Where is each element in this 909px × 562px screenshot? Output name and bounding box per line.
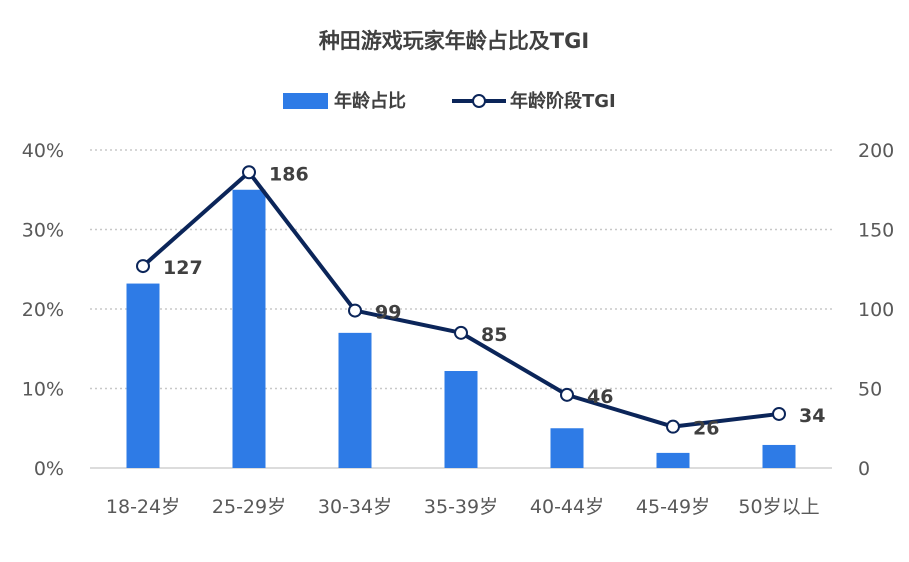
left-axis-tick-label: 20% <box>22 299 64 321</box>
x-axis-category-label: 45-49岁 <box>636 496 710 518</box>
right-axis-ticks: 0 50 100 150 200 <box>858 140 894 480</box>
data-label: 46 <box>587 386 613 408</box>
bar <box>550 428 584 468</box>
line-point <box>666 419 680 434</box>
right-axis-tick-label: 150 <box>858 220 894 242</box>
left-axis-ticks: 0% 10% 20% 30% 40% <box>22 140 64 480</box>
bar <box>126 283 160 468</box>
line-point <box>454 325 468 340</box>
line-point <box>560 387 574 402</box>
left-axis-tick-label: 30% <box>22 220 64 242</box>
right-axis-tick-label: 200 <box>858 140 894 162</box>
x-axis-category-label: 30-34岁 <box>318 496 392 518</box>
legend-label-bar: 年龄占比 <box>334 90 406 112</box>
line-point <box>348 303 362 318</box>
line-point <box>772 406 786 421</box>
left-axis-tick-label: 0% <box>34 458 64 480</box>
right-axis-tick-label: 50 <box>858 379 882 401</box>
line-point <box>242 165 256 180</box>
line-point <box>136 259 150 274</box>
legend-swatch-bar <box>283 93 328 109</box>
bar <box>762 444 796 468</box>
data-label: 26 <box>693 418 719 440</box>
left-axis-tick-label: 40% <box>22 140 64 162</box>
x-axis-category-label: 18-24岁 <box>106 496 180 518</box>
right-axis-tick-label: 0 <box>858 458 870 480</box>
x-axis-category-label: 50岁以上 <box>738 496 819 518</box>
x-axis-categories: 18-24岁 25-29岁 30-34岁 35-39岁 40-44岁 45-49岁 50岁以… <box>106 496 820 518</box>
right-axis-tick-label: 100 <box>858 299 894 321</box>
data-label: 34 <box>799 405 825 427</box>
bar-series <box>126 189 796 468</box>
legend-label-line: 年龄阶段TGI <box>510 90 616 112</box>
left-axis-tick-label: 10% <box>22 379 64 401</box>
data-label: 85 <box>481 324 507 346</box>
line-series: 127 186 99 85 46 26 34 <box>136 163 825 440</box>
bar <box>232 189 266 468</box>
bar <box>656 452 690 468</box>
chart-title: 种田游戏玩家年龄占比及TGI <box>318 29 589 53</box>
legend: 年龄占比 年龄阶段TGI <box>283 90 616 112</box>
x-axis-category-label: 35-39岁 <box>424 496 498 518</box>
bar <box>444 371 478 468</box>
data-label: 99 <box>375 302 401 324</box>
x-axis-category-label: 25-29岁 <box>212 496 286 518</box>
data-label: 186 <box>269 163 309 185</box>
x-axis-category-label: 40-44岁 <box>530 496 604 518</box>
legend-marker-line <box>472 94 486 108</box>
data-label: 127 <box>163 257 203 279</box>
bar <box>338 332 372 468</box>
